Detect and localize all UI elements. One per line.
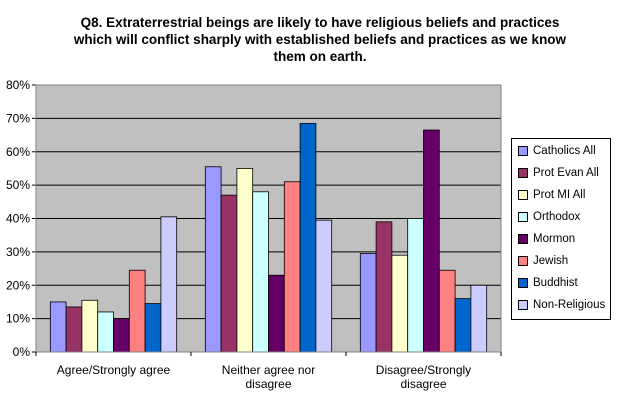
legend-swatch [518, 256, 528, 266]
bar-catholics-all [359, 253, 377, 353]
legend-item: Jewish [518, 254, 568, 268]
legend-label: Prot MI All [533, 189, 586, 201]
legend-swatch [518, 146, 528, 156]
y-tick-label: 50% [6, 178, 30, 192]
bar-buddhist [144, 303, 162, 353]
bar-orthodox [252, 191, 269, 353]
legend-swatch [518, 300, 528, 310]
bar-non-religious [315, 219, 333, 353]
bar-orthodox [97, 311, 114, 353]
legend-item: Buddhist [518, 276, 578, 290]
bar-prot-mi-all [236, 168, 254, 353]
bar-non-religious [470, 284, 488, 353]
legend-label: Buddhist [533, 277, 578, 289]
legend-swatch [518, 190, 528, 200]
bar-jewish [283, 181, 301, 353]
legend-swatch [518, 278, 528, 288]
chart-title: Q8. Extraterrestrial beings are likely t… [60, 14, 580, 65]
x-category-label: disagree [400, 377, 446, 391]
x-category-label: Neither agree nor [222, 363, 315, 377]
bar-buddhist [299, 122, 317, 353]
bar-prot-evan-all [65, 306, 83, 353]
bar-non-religious [160, 216, 178, 353]
y-tick-label: 70% [6, 111, 30, 125]
chart-legend: Catholics All Prot Evan All Prot MI All Ort… [511, 138, 611, 320]
legend-swatch [518, 168, 528, 178]
legend-item: Mormon [518, 232, 575, 246]
y-tick-label: 20% [6, 278, 30, 292]
bar-mormon [423, 129, 440, 353]
legend-label: Jewish [533, 255, 569, 267]
bar-prot-evan-all [220, 194, 238, 353]
legend-swatch [518, 212, 528, 222]
bar-jewish [128, 269, 146, 353]
bar-mormon [113, 318, 130, 353]
legend-label: Mormon [533, 233, 576, 245]
legend-label: Non-Religious [533, 299, 606, 311]
y-tick-label: 0% [13, 345, 31, 359]
x-category-label: Disagree/Strongly [376, 363, 471, 377]
y-tick-label: 10% [6, 312, 30, 326]
legend-label: Catholics All [533, 145, 596, 157]
y-tick-label: 60% [6, 145, 30, 159]
chart-title-line-2: which will conflict sharply with establi… [73, 32, 567, 47]
bar-orthodox [407, 218, 424, 353]
bar-jewish [438, 269, 456, 353]
legend-label: Prot Evan All [533, 167, 599, 179]
legend-swatch [518, 234, 528, 244]
x-category-label: disagree [245, 377, 291, 391]
legend-label: Orthodox [533, 211, 581, 223]
bar-catholics-all [49, 301, 67, 353]
plot-border [35, 84, 502, 353]
legend-item: Prot MI All [518, 188, 585, 202]
y-tick-label: 80% [6, 78, 30, 92]
y-tick-label: 40% [6, 212, 30, 226]
y-tick-label: 30% [6, 245, 30, 259]
chart-title-line-1: Q8. Extraterrestrial beings are likely t… [80, 15, 560, 30]
bar-prot-evan-all [375, 221, 393, 353]
bar-buddhist [454, 298, 472, 353]
bar-prot-mi-all [81, 299, 99, 353]
legend-item: Non-Religious [518, 298, 605, 312]
bar-prot-mi-all [391, 254, 409, 353]
bar-mormon [268, 274, 285, 353]
legend-item: Catholics All [518, 144, 596, 158]
bar-catholics-all [204, 166, 222, 353]
chart-title-line-3: them on earth. [273, 49, 367, 64]
x-category-label: Agree/Strongly agree [57, 363, 171, 377]
legend-item: Prot Evan All [518, 166, 599, 180]
legend-item: Orthodox [518, 210, 580, 224]
